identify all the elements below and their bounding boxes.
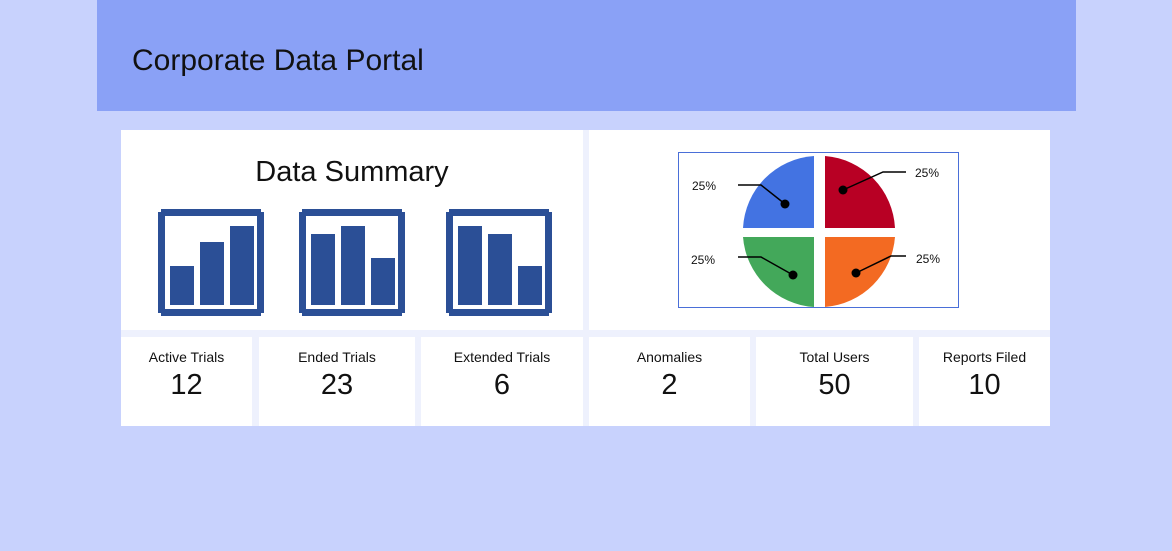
pie-slice-top-left: [743, 156, 814, 228]
pie-chart-card: 25% 25% 25% 25%: [589, 130, 1050, 330]
bar-chart-ascending-icon: [158, 209, 264, 316]
stat-value: 23: [320, 369, 354, 401]
stat-value: 2: [661, 369, 678, 401]
pie-dot-bottom-left: [788, 270, 798, 280]
header-bar: Corporate Data Portal: [97, 0, 1076, 111]
stat-value: 12: [170, 369, 203, 401]
stat-card-total-users: Total Users 50: [756, 337, 913, 426]
pie-label-bottom-left: 25%: [691, 253, 716, 267]
stat-card-anomalies: Anomalies 2: [589, 337, 750, 426]
pie-label-bottom-right: 25%: [916, 252, 941, 266]
stat-card-ended-trials: Ended Trials 23: [259, 337, 415, 426]
bar-chart-descending-icon: [446, 209, 552, 316]
dashboard-panel: Data Summary: [121, 130, 1050, 426]
stat-label: Total Users: [799, 349, 870, 365]
pie-chart-graphic: [738, 156, 906, 307]
pie-dot-bottom-right: [851, 268, 861, 278]
data-summary-card: Data Summary: [121, 130, 583, 330]
pie-leader-top-left: [738, 184, 786, 205]
stat-card-active-trials: Active Trials 12: [121, 337, 252, 426]
stat-label: Anomalies: [636, 349, 703, 365]
pie-leader-top-right: [842, 171, 906, 191]
stat-value: 10: [968, 369, 1001, 401]
pie-chart: 25% 25% 25% 25%: [678, 152, 959, 308]
stat-label: Ended Trials: [298, 349, 376, 365]
stat-value: 6: [493, 369, 511, 401]
stat-label: Extended Trials: [453, 349, 551, 365]
pie-dot-top-left: [780, 199, 790, 209]
pie-slice-top-right: [825, 156, 895, 228]
pie-label-top-left: 25%: [692, 179, 717, 193]
pie-leader-bottom-right: [855, 255, 906, 274]
stat-card-extended-trials: Extended Trials 6: [421, 337, 583, 426]
pie-slice-bottom-left: [743, 237, 814, 307]
stat-value: 50: [818, 369, 851, 401]
stat-label: Reports Filed: [942, 349, 1027, 365]
pie-dot-top-right: [838, 185, 848, 195]
stat-card-reports-filed: Reports Filed 10: [919, 337, 1050, 426]
pie-leader-bottom-left: [738, 256, 794, 276]
pie-label-top-right: 25%: [915, 166, 940, 180]
page-title: Corporate Data Portal: [132, 44, 424, 77]
summary-title: Data Summary: [255, 156, 449, 188]
bar-chart-middle-peak-icon: [299, 209, 405, 316]
stat-label: Active Trials: [148, 349, 225, 365]
